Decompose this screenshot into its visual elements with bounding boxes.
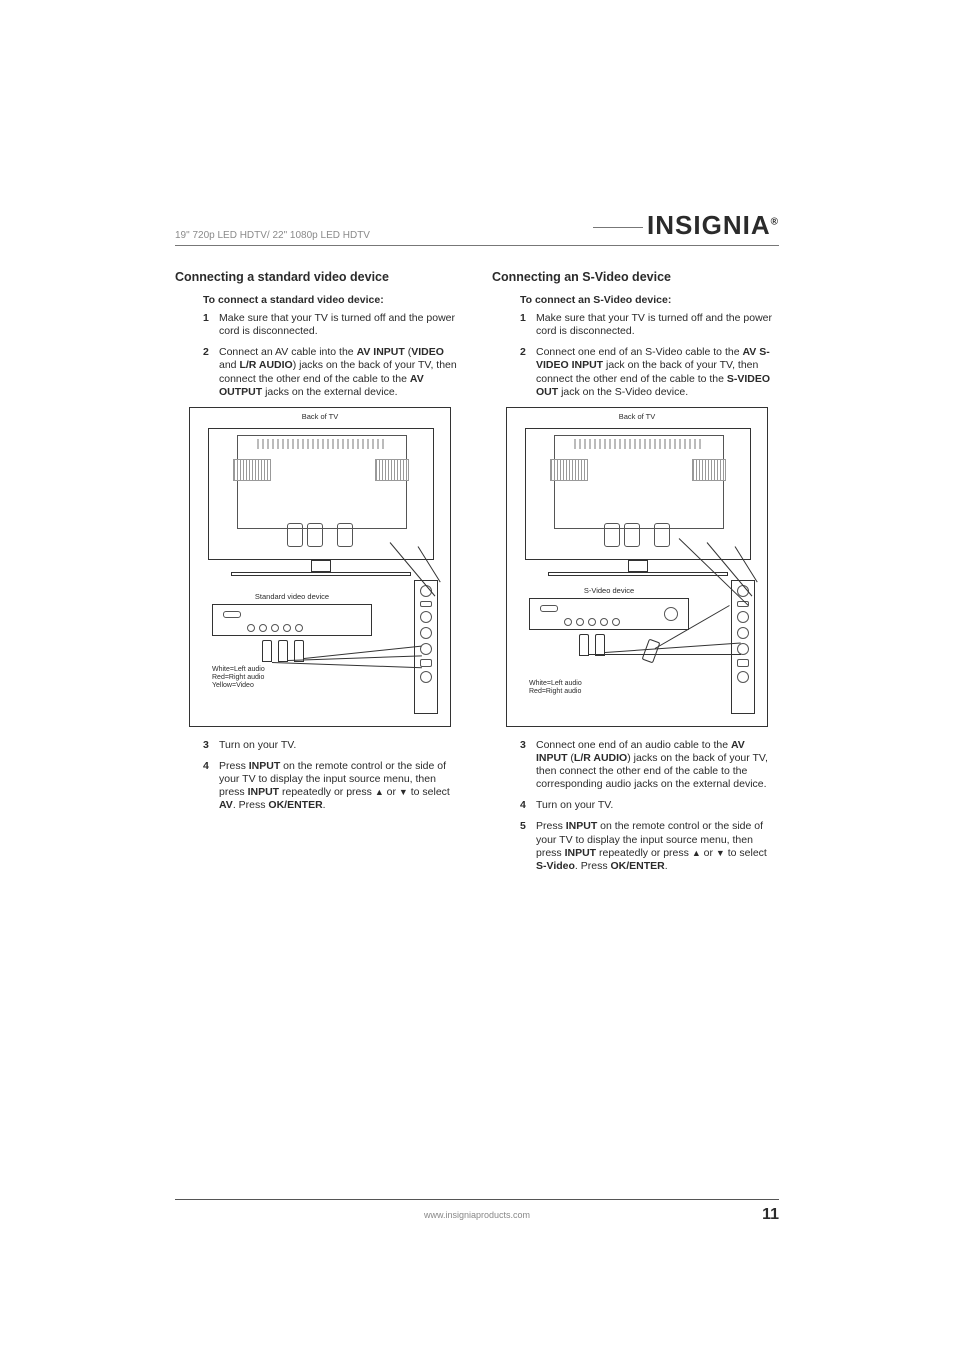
- step-item: 5Press INPUT on the remote control or th…: [520, 820, 779, 873]
- cable-line: [589, 654, 741, 655]
- step-item: 4Press INPUT on the remote control or th…: [203, 760, 462, 813]
- svideo-plug-icon: [642, 638, 661, 663]
- step-number: 4: [520, 799, 536, 812]
- footer-url: www.insigniaproducts.com: [424, 1210, 530, 1220]
- step-number: 3: [520, 739, 536, 792]
- rca-plug-icon: [579, 634, 589, 656]
- step-text: Connect an AV cable into the AV INPUT (V…: [219, 346, 462, 399]
- right-subtitle: To connect an S-Video device:: [520, 294, 779, 306]
- tv-stand-icon: [208, 560, 434, 576]
- step-number: 1: [520, 312, 536, 338]
- step-number: 3: [203, 739, 219, 752]
- right-column: Connecting an S-Video device To connect …: [492, 270, 779, 881]
- step-text: Connect one end of an audio cable to the…: [536, 739, 779, 792]
- step-text: Connect one end of an S-Video cable to t…: [536, 346, 779, 399]
- diagram-caption: Back of TV: [507, 412, 767, 421]
- step-item: 1Make sure that your TV is turned off an…: [520, 312, 779, 338]
- step-text: Make sure that your TV is turned off and…: [219, 312, 462, 338]
- step-number: 2: [520, 346, 536, 399]
- step-text: Press INPUT on the remote control or the…: [536, 820, 779, 873]
- tv-stand-icon: [525, 560, 751, 576]
- right-steps-before: 1Make sure that your TV is turned off an…: [520, 312, 779, 399]
- step-number: 2: [203, 346, 219, 399]
- cable-line: [272, 662, 422, 668]
- step-text: Make sure that your TV is turned off and…: [536, 312, 779, 338]
- svideo-device-icon: [529, 598, 689, 630]
- left-subtitle: To connect a standard video device:: [203, 294, 462, 306]
- right-diagram: Back of TV S-Video device: [506, 407, 768, 727]
- header-product-line: 19" 720p LED HDTV/ 22" 1080p LED HDTV: [175, 230, 370, 241]
- step-text: Turn on your TV.: [536, 799, 779, 812]
- cable-line: [605, 642, 741, 652]
- page-number: 11: [762, 1206, 779, 1224]
- step-number: 1: [203, 312, 219, 338]
- rca-plug-icon: [595, 634, 605, 656]
- left-column: Connecting a standard video device To co…: [175, 270, 462, 881]
- cable-color-note: White=Left audio Red=Right audio Yellow=…: [212, 666, 265, 690]
- page-footer: www.insigniaproducts.com 11: [175, 1199, 779, 1220]
- left-steps-before: 1Make sure that your TV is turned off an…: [203, 312, 462, 399]
- page-header: 19" 720p LED HDTV/ 22" 1080p LED HDTV IN…: [175, 210, 779, 246]
- diagram-caption: Back of TV: [190, 412, 450, 421]
- step-number: 4: [203, 760, 219, 813]
- left-diagram: Back of TV Standard video device: [189, 407, 451, 727]
- step-text: Press INPUT on the remote control or the…: [219, 760, 462, 813]
- step-item: 3Connect one end of an audio cable to th…: [520, 739, 779, 792]
- rca-plug-icon: [278, 640, 288, 662]
- left-steps-after: 3Turn on your TV.4Press INPUT on the rem…: [203, 739, 462, 813]
- tv-back-icon: [208, 428, 434, 560]
- right-steps-after: 3Connect one end of an audio cable to th…: [520, 739, 779, 873]
- device-label: Standard video device: [212, 592, 372, 601]
- step-item: 1Make sure that your TV is turned off an…: [203, 312, 462, 338]
- step-number: 5: [520, 820, 536, 873]
- standard-video-device-icon: [212, 604, 372, 636]
- content-columns: Connecting a standard video device To co…: [175, 270, 779, 881]
- step-text: Turn on your TV.: [219, 739, 462, 752]
- rca-plug-icon: [294, 640, 304, 662]
- rca-plug-icon: [262, 640, 272, 662]
- step-item: 2Connect one end of an S-Video cable to …: [520, 346, 779, 399]
- step-item: 4Turn on your TV.: [520, 799, 779, 812]
- device-label: S-Video device: [529, 586, 689, 595]
- right-section-title: Connecting an S-Video device: [492, 270, 779, 284]
- brand-logo: INSIGNIA®: [593, 210, 779, 241]
- tv-back-icon: [525, 428, 751, 560]
- left-section-title: Connecting a standard video device: [175, 270, 462, 284]
- step-item: 3Turn on your TV.: [203, 739, 462, 752]
- cable-color-note: White=Left audio Red=Right audio: [529, 680, 582, 696]
- brand-text: INSIGNIA: [647, 210, 771, 240]
- step-item: 2Connect an AV cable into the AV INPUT (…: [203, 346, 462, 399]
